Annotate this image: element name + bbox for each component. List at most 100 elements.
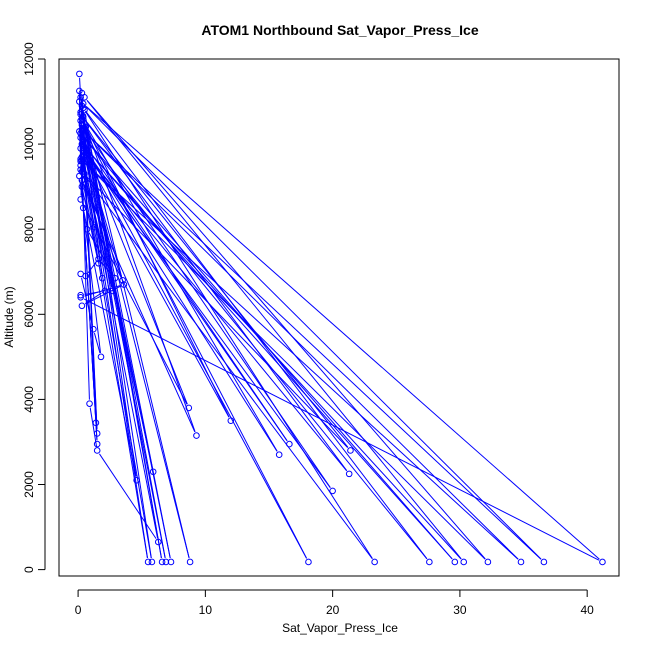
data-point — [540, 558, 548, 566]
data-point — [82, 123, 90, 131]
series-segment — [83, 128, 308, 559]
data-point — [92, 419, 100, 427]
y-tick-label: 6000 — [22, 301, 36, 328]
data-point — [78, 125, 86, 133]
data-point — [79, 100, 87, 107]
data-point — [154, 538, 162, 546]
series-segment — [82, 145, 98, 430]
series-segment — [84, 146, 453, 560]
series-segment — [82, 160, 152, 559]
data-point — [167, 558, 175, 566]
data-point — [77, 130, 84, 137]
data-point — [144, 558, 152, 566]
y-tick-label: 10000 — [22, 127, 36, 161]
data-point — [95, 255, 102, 263]
series-segment — [85, 130, 152, 559]
data-point — [78, 176, 86, 184]
series-segment — [84, 146, 462, 560]
data-point — [193, 432, 200, 439]
data-point — [81, 151, 88, 159]
y-tick-label: 12000 — [22, 42, 36, 76]
series-segment — [81, 277, 93, 326]
x-tick-label: 10 — [199, 603, 213, 617]
series-segment — [82, 190, 99, 260]
data-point — [78, 183, 86, 190]
series-segment — [82, 164, 148, 559]
series-segment — [83, 174, 373, 560]
series-segment — [83, 211, 137, 477]
data-point — [451, 558, 459, 566]
data-point — [77, 270, 84, 278]
data-point — [286, 440, 293, 448]
data-point — [77, 293, 84, 301]
data-point — [93, 430, 101, 437]
data-point — [517, 558, 525, 566]
series-segment — [81, 109, 137, 477]
series-layer — [76, 70, 606, 566]
data-point — [149, 468, 157, 476]
data-point — [186, 558, 194, 566]
data-point — [77, 196, 84, 203]
data-point — [83, 225, 91, 233]
series-segment — [80, 165, 97, 419]
y-tick-label: 2000 — [22, 471, 36, 498]
data-point — [101, 287, 109, 295]
series-segment — [82, 136, 428, 560]
data-point — [77, 111, 84, 118]
y-tick-label: 0 — [22, 566, 36, 573]
data-point — [109, 287, 116, 295]
series-segment — [84, 139, 171, 559]
data-point — [95, 259, 102, 267]
series-segment — [83, 161, 519, 560]
data-point — [484, 558, 492, 566]
data-point — [77, 93, 84, 101]
data-point — [81, 132, 88, 139]
x-tick-label: 20 — [326, 603, 340, 617]
y-tick-label: 8000 — [22, 216, 36, 243]
series-segment — [84, 174, 349, 448]
series-segment — [84, 131, 542, 560]
series-segment — [88, 156, 188, 405]
series-segment — [85, 106, 542, 560]
data-point — [76, 70, 83, 78]
series-segment — [84, 131, 519, 560]
data-point — [98, 274, 106, 282]
data-point — [133, 476, 140, 484]
data-point — [460, 558, 468, 566]
series-segment — [84, 291, 101, 295]
data-point — [97, 353, 105, 361]
series-segment — [84, 158, 153, 468]
data-point — [93, 440, 101, 448]
data-point — [93, 447, 101, 454]
data-point — [77, 157, 84, 165]
chart-title: ATOM1 Northbound Sat_Vapor_Press_Ice — [201, 22, 478, 38]
data-point — [120, 281, 128, 288]
series-segment — [93, 332, 101, 354]
series-segment — [84, 111, 373, 559]
data-point — [371, 558, 378, 566]
x-tick-label: 40 — [581, 603, 595, 617]
y-axis-label: Altitude (m) — [2, 286, 16, 347]
data-point — [78, 302, 86, 310]
series-segment — [81, 115, 196, 432]
data-point — [111, 274, 119, 282]
x-axis-label: Sat_Vapor_Press_Ice — [282, 621, 398, 635]
data-point — [77, 291, 84, 299]
data-point — [79, 147, 87, 154]
x-tick-label: 30 — [453, 603, 467, 617]
data-point — [275, 451, 283, 459]
data-point — [329, 487, 336, 495]
series-segment — [86, 100, 462, 560]
series-segment — [83, 161, 486, 560]
series-segment — [83, 298, 600, 561]
data-point — [77, 134, 84, 142]
data-point — [305, 558, 312, 566]
data-point — [227, 417, 235, 424]
series-segment — [84, 149, 278, 452]
series-segment — [86, 99, 486, 560]
data-point — [78, 168, 86, 176]
data-point — [345, 470, 353, 478]
data-point — [81, 93, 88, 101]
